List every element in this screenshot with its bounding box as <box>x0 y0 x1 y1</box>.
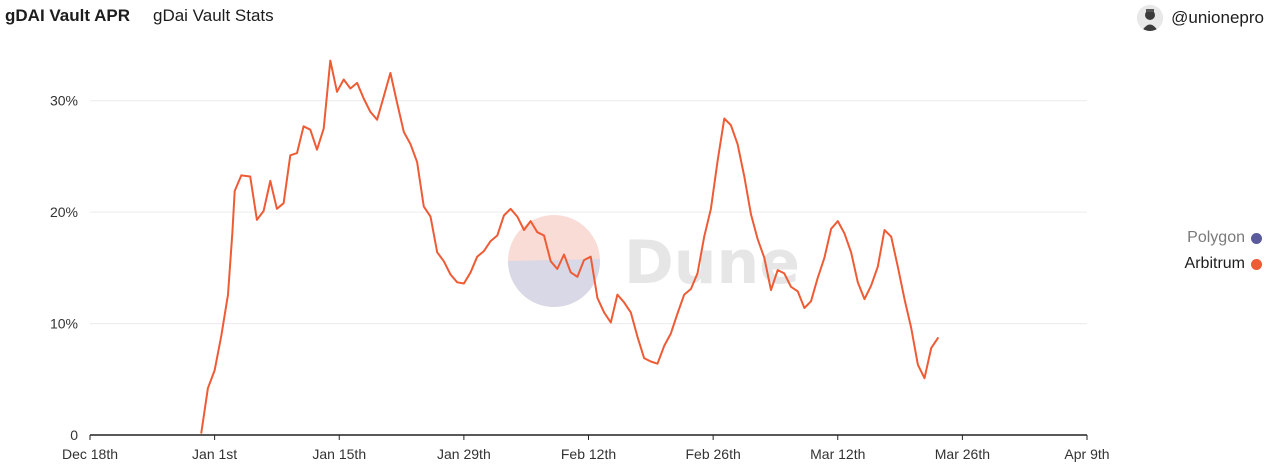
legend-dot-arbitrum <box>1251 258 1262 270</box>
x-tick-label: Feb 26th <box>685 446 740 462</box>
x-tick-label: Apr 9th <box>1064 446 1109 462</box>
y-tick-label: 0 <box>70 427 78 443</box>
author-name[interactable]: @unionepro <box>1171 8 1264 27</box>
chart-header: gDAI Vault APR gDai Vault Stats @unionep… <box>0 0 1280 36</box>
y-tick-label: 10% <box>50 316 78 332</box>
y-tick-label: 20% <box>50 204 78 220</box>
chart-title[interactable]: gDAI Vault APR <box>5 6 130 25</box>
legend-dot-polygon <box>1251 232 1262 244</box>
author-link[interactable]: @unionepro <box>1137 4 1264 32</box>
y-axis-ticks: 0 10% 20% 30% <box>50 93 78 443</box>
legend-label-arbitrum: Arbitrum <box>1184 255 1245 272</box>
x-axis-ticks: Dec 18th Jan 1st Jan 15th Jan 29th Feb 12th F… <box>62 435 1110 462</box>
y-tick-label: 30% <box>50 93 78 109</box>
legend-label-polygon: Polygon <box>1187 229 1245 246</box>
legend: Polygon Arbitrum <box>1132 225 1262 277</box>
series-layer <box>200 59 939 434</box>
x-tick-label: Jan 1st <box>192 446 237 462</box>
x-tick-label: Mar 12th <box>810 446 865 462</box>
x-tick-label: Feb 12th <box>561 446 616 462</box>
legend-item-polygon[interactable]: Polygon <box>1132 225 1262 251</box>
watermark-logo-bottom <box>508 259 600 307</box>
x-tick-label: Dec 18th <box>62 446 118 462</box>
series-line-arbitrum[interactable] <box>200 59 939 434</box>
watermark-text: Dune <box>624 228 800 298</box>
x-tick-label: Jan 29th <box>437 446 491 462</box>
avatar-image <box>1137 5 1164 31</box>
x-tick-label: Jan 15th <box>312 446 366 462</box>
watermark: Dune <box>508 215 800 307</box>
chart-subtitle[interactable]: gDai Vault Stats <box>153 6 274 25</box>
avatar <box>1137 5 1164 31</box>
legend-item-arbitrum[interactable]: Arbitrum <box>1132 251 1262 277</box>
x-tick-label: Mar 26th <box>935 446 990 462</box>
